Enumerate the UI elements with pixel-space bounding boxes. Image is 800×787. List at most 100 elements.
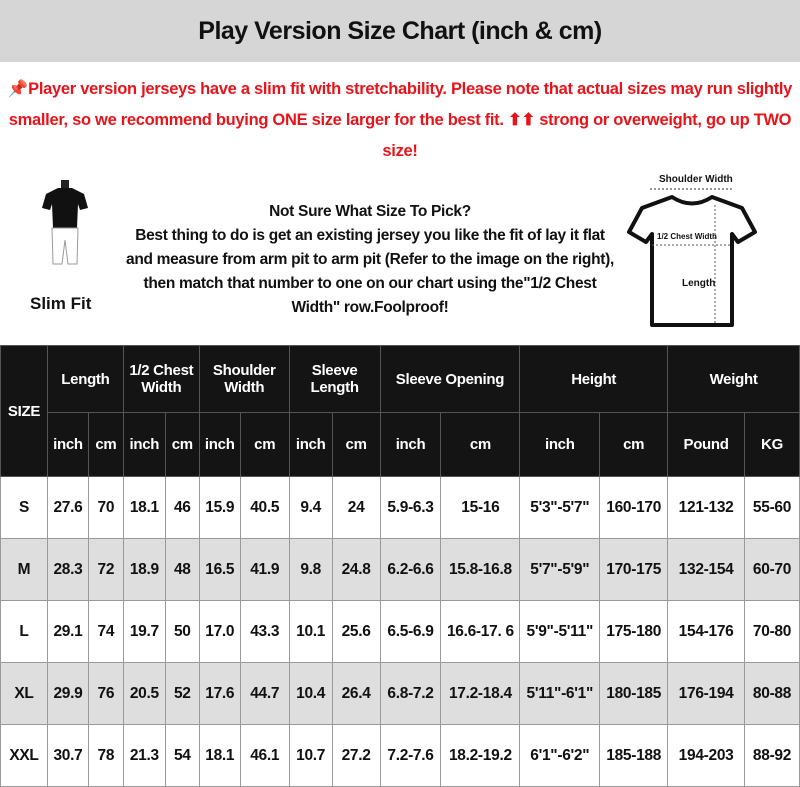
chest-width-label: 1/2 Chest Width xyxy=(657,232,717,241)
mannequin-icon xyxy=(42,180,88,265)
table-cell: 10.1 xyxy=(288,600,333,663)
table-cell: 44.7 xyxy=(239,662,290,725)
table-cell: 121-132 xyxy=(667,476,746,539)
table-cell: 6.2-6.6 xyxy=(379,538,442,601)
table-cell: 17.2-18.4 xyxy=(440,662,521,725)
table-cell: 16.6-17. 6 xyxy=(440,600,521,663)
measurement-diagram: Shoulder Width 1/2 Chest Width Length xyxy=(622,170,762,330)
table-cell: 194-203 xyxy=(667,724,746,787)
table-cell: 18.1 xyxy=(198,724,241,787)
unit-header: inch xyxy=(198,412,241,477)
table-cell: 18.2-19.2 xyxy=(440,724,521,787)
unit-header: inch xyxy=(288,412,333,477)
table-cell: 41.9 xyxy=(239,538,290,601)
table-cell: 74 xyxy=(87,600,124,663)
table-cell: 5'7"-5'9" xyxy=(519,538,601,601)
pushpin-icon: 📌 xyxy=(7,80,29,98)
table-cell: 48 xyxy=(164,538,200,601)
column-group-header: Shoulder Width xyxy=(198,345,290,413)
unit-header: inch xyxy=(519,412,601,477)
table-cell: 185-188 xyxy=(599,724,669,787)
unit-header: cm xyxy=(87,412,124,477)
size-help-body: Best thing to do is get an existing jers… xyxy=(126,227,614,316)
table-cell: 30.7 xyxy=(46,724,89,787)
table-cell: 80-88 xyxy=(744,662,800,725)
table-cell: 28.3 xyxy=(46,538,89,601)
size-cell: XXL xyxy=(0,724,48,787)
tshirt-icon xyxy=(627,188,757,327)
table-cell: 5.9-6.3 xyxy=(379,476,442,539)
length-label: Length xyxy=(682,278,716,289)
table-cell: 76 xyxy=(87,662,124,725)
column-group-header: Height xyxy=(519,345,669,413)
column-group-header: Sleeve Length xyxy=(288,345,381,413)
table-cell: 15-16 xyxy=(440,476,521,539)
table-row: XXL 30.7 78 21.3 54 18.1 46.1 10.7 27.2 7.2-7.6 18… xyxy=(0,724,800,787)
column-group-header: Weight xyxy=(667,345,800,413)
table-cell: 154-176 xyxy=(667,600,746,663)
table-cell: 60-70 xyxy=(744,538,800,601)
table-cell: 16.5 xyxy=(198,538,241,601)
unit-header: cm xyxy=(164,412,200,477)
table-cell: 9.4 xyxy=(288,476,333,539)
table-cell: 17.6 xyxy=(198,662,241,725)
page-title: Play Version Size Chart (inch & cm) xyxy=(0,0,800,62)
table-cell: 17.0 xyxy=(198,600,241,663)
table-cell: 19.7 xyxy=(122,600,166,663)
table-cell: 15.9 xyxy=(198,476,241,539)
table-row: M 28.3 72 18.9 48 16.5 41.9 9.8 24.8 6.2-6.6 15.8-… xyxy=(0,538,800,601)
column-group-header: Sleeve Opening xyxy=(379,345,521,413)
size-header: SIZE xyxy=(0,345,48,477)
table-cell: 54 xyxy=(164,724,200,787)
table-cell: 15.8-16.8 xyxy=(440,538,521,601)
column-group-header: Length xyxy=(46,345,124,413)
notice-text: Player version jerseys have a slim fit w… xyxy=(8,80,793,160)
table-cell: 24.8 xyxy=(331,538,381,601)
table-cell: 6.5-6.9 xyxy=(379,600,442,663)
table-cell: 18.1 xyxy=(122,476,166,539)
unit-header: cm xyxy=(331,412,381,477)
table-cell: 7.2-7.6 xyxy=(379,724,442,787)
size-cell: XL xyxy=(0,662,48,725)
table-cell: 18.9 xyxy=(122,538,166,601)
table-cell: 6'1"-6'2" xyxy=(519,724,601,787)
unit-header: inch xyxy=(46,412,89,477)
table-cell: 72 xyxy=(87,538,124,601)
table-cell: 176-194 xyxy=(667,662,746,725)
table-cell: 5'9"-5'11" xyxy=(519,600,601,663)
table-cell: 40.5 xyxy=(239,476,290,539)
table-cell: 6.8-7.2 xyxy=(379,662,442,725)
table-cell: 70-80 xyxy=(744,600,800,663)
table-row: XL 29.9 76 20.5 52 17.6 44.7 10.4 26.4 6.8-7.2 17.… xyxy=(0,662,800,725)
table-cell: 25.6 xyxy=(331,600,381,663)
table-cell: 27.2 xyxy=(331,724,381,787)
table-cell: 52 xyxy=(164,662,200,725)
table-cell: 26.4 xyxy=(331,662,381,725)
table-cell: 180-185 xyxy=(599,662,669,725)
shoulder-width-label: Shoulder Width xyxy=(659,174,733,185)
table-cell: 20.5 xyxy=(122,662,166,725)
table-row: L 29.1 74 19.7 50 17.0 43.3 10.1 25.6 6.5-6.9 16.6… xyxy=(0,600,800,663)
unit-header: cm xyxy=(599,412,669,477)
table-cell: 5'3"-5'7" xyxy=(519,476,601,539)
size-table: SIZE Length 1/2 Chest Width Shoulder Width S… xyxy=(0,345,800,787)
table-cell: 170-175 xyxy=(599,538,669,601)
size-cell: M xyxy=(0,538,48,601)
fit-notice: 📌Player version jerseys have a slim fit … xyxy=(4,74,796,167)
unit-header: cm xyxy=(440,412,521,477)
unit-header: KG xyxy=(744,412,800,477)
table-cell: 46.1 xyxy=(239,724,290,787)
table-cell: 10.4 xyxy=(288,662,333,725)
table-cell: 70 xyxy=(87,476,124,539)
table-cell: 175-180 xyxy=(599,600,669,663)
size-help-heading: Not Sure What Size To Pick? xyxy=(269,203,471,220)
table-cell: 29.9 xyxy=(46,662,89,725)
table-cell: 55-60 xyxy=(744,476,800,539)
table-cell: 24 xyxy=(331,476,381,539)
table-cell: 21.3 xyxy=(122,724,166,787)
unit-header: inch xyxy=(122,412,166,477)
table-cell: 88-92 xyxy=(744,724,800,787)
table-cell: 27.6 xyxy=(46,476,89,539)
unit-header: inch xyxy=(379,412,442,477)
table-cell: 46 xyxy=(164,476,200,539)
